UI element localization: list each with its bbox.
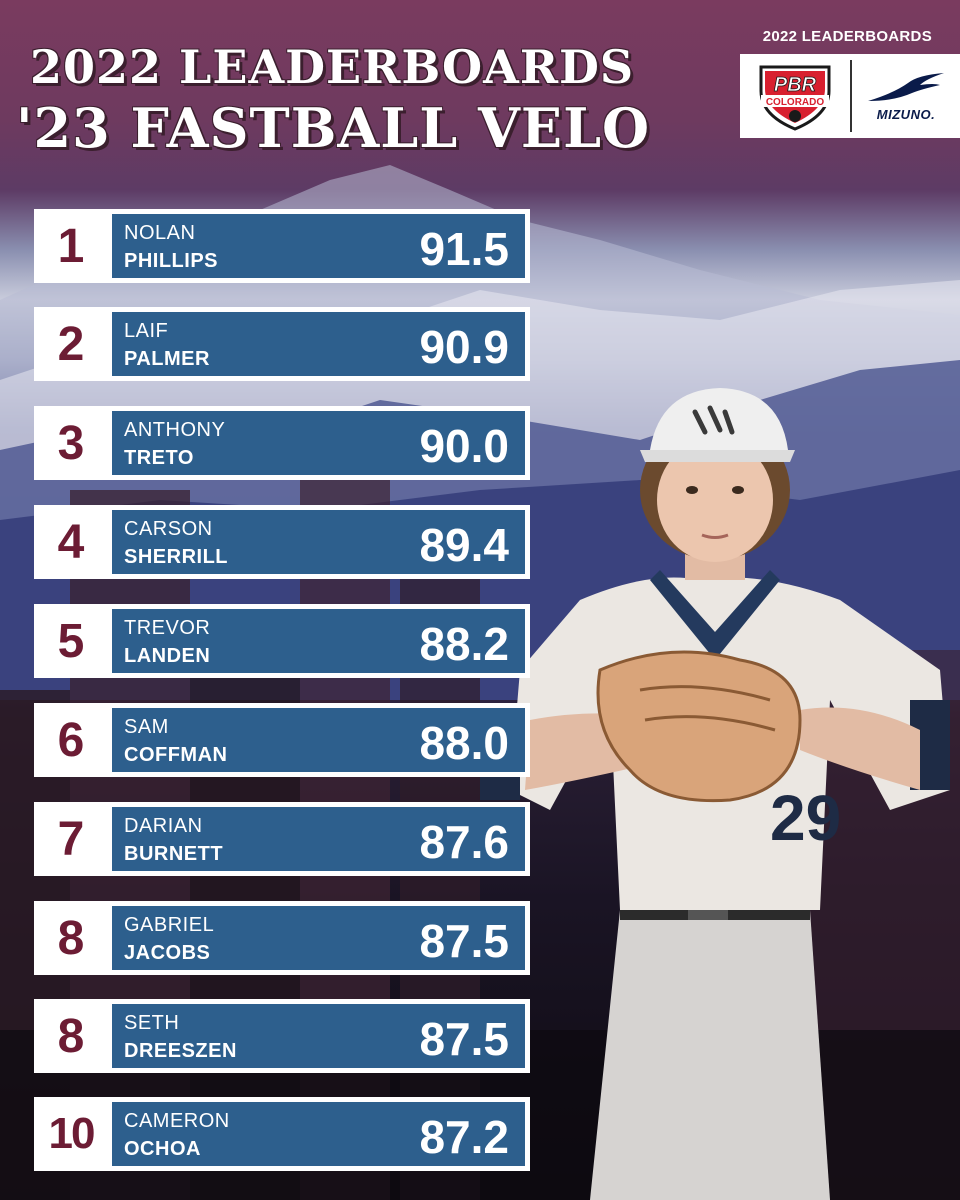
player-first-name: LAIF [124, 320, 169, 342]
player-last-name: SHERRILL [124, 546, 228, 568]
mizuno-logo: MIZUNO. [852, 54, 960, 138]
list-item: 1 NOLAN PHILLIPS 91.5 [34, 209, 530, 283]
page-title-line2: '23 FASTBALL VELO [16, 96, 651, 160]
list-item: 8 GABRIEL JACOBS 87.5 [34, 901, 530, 975]
player-photo: 29 [480, 388, 950, 1200]
velo-value: 90.0 [419, 420, 509, 472]
player-last-name: PHILLIPS [124, 250, 219, 272]
list-item: 8 SETH DREESZEN 87.5 [34, 999, 530, 1073]
player-first-name: DARIAN [124, 815, 203, 837]
player-first-name: SAM [124, 716, 169, 738]
page-title-line1: 2022 LEADERBOARDS [30, 40, 635, 94]
player-last-name: PALMER [124, 348, 210, 370]
player-bar: DARIAN BURNETT 87.6 [110, 805, 527, 873]
list-item: 4 CARSON SHERRILL 89.4 [34, 505, 530, 579]
player-last-name: DREESZEN [124, 1040, 237, 1062]
mizuno-runbird-icon [868, 72, 944, 101]
velo-value: 91.5 [419, 223, 509, 275]
player-first-name: SETH [124, 1012, 180, 1034]
list-item: 6 SAM COFFMAN 88.0 [34, 703, 530, 777]
player-bar: NOLAN PHILLIPS 91.5 [110, 212, 527, 280]
velo-value: 87.6 [419, 816, 509, 868]
rank-number: 10 [48, 1109, 96, 1158]
rank-number: 1 [57, 219, 85, 273]
velo-value: 88.2 [419, 618, 509, 670]
list-item: 10 CAMERON OCHOA 87.2 [34, 1097, 530, 1171]
velo-value: 87.5 [419, 1013, 509, 1065]
player-last-name: OCHOA [124, 1138, 201, 1160]
list-item: 7 DARIAN BURNETT 87.6 [34, 802, 530, 876]
rank-number: 5 [57, 614, 85, 668]
pbr-logo-text: PBR [774, 74, 817, 96]
player-first-name: ANTHONY [124, 419, 226, 441]
player-last-name: BURNETT [124, 843, 224, 865]
player-first-name: CARSON [124, 518, 213, 540]
list-item: 5 TREVOR LANDEN 88.2 [34, 604, 530, 678]
pbr-colorado-logo: PBR COLORADO [740, 54, 850, 138]
player-first-name: GABRIEL [124, 914, 215, 936]
player-bar: SAM COFFMAN 88.0 [110, 706, 527, 774]
list-item: 2 LAIF PALMER 90.9 [34, 307, 530, 381]
velo-value: 90.9 [419, 321, 509, 373]
colorado-logo-text: COLORADO [766, 97, 825, 108]
player-bar: CAMERON OCHOA 87.2 [110, 1100, 527, 1168]
rank-number: 8 [57, 911, 85, 965]
player-last-name: LANDEN [124, 645, 211, 667]
player-first-name: CAMERON [124, 1110, 230, 1132]
player-bar: CARSON SHERRILL 89.4 [110, 508, 527, 576]
rank-number: 2 [57, 317, 85, 371]
list-item: 3 ANTHONY TRETO 90.0 [34, 406, 530, 480]
velo-value: 89.4 [419, 519, 509, 571]
rank-number: 8 [57, 1009, 85, 1063]
rank-number: 6 [57, 713, 85, 767]
rank-number: 3 [57, 416, 85, 470]
rank-number: 4 [57, 515, 85, 569]
player-bar: TREVOR LANDEN 88.2 [110, 607, 527, 675]
brand-caption: 2022 LEADERBOARDS [762, 28, 932, 45]
logo-divider [850, 60, 852, 132]
velo-value: 87.2 [419, 1111, 509, 1163]
rank-number: 7 [57, 812, 85, 866]
player-last-name: JACOBS [124, 942, 211, 964]
player-first-name: NOLAN [124, 222, 196, 244]
mizuno-logo-text: MIZUNO. [876, 106, 936, 122]
player-bar: ANTHONY TRETO 90.0 [110, 409, 527, 477]
player-last-name: COFFMAN [124, 744, 228, 766]
player-bar: GABRIEL JACOBS 87.5 [110, 904, 527, 972]
player-last-name: TRETO [124, 447, 194, 469]
player-bar: SETH DREESZEN 87.5 [110, 1002, 527, 1070]
sponsor-logo-box: PBR COLORADO MIZUNO. [740, 54, 960, 138]
velo-value: 88.0 [419, 717, 509, 769]
velo-value: 87.5 [419, 915, 509, 967]
jersey-number: 29 [770, 782, 841, 854]
player-bar: LAIF PALMER 90.9 [110, 310, 527, 378]
player-first-name: TREVOR [124, 617, 211, 639]
